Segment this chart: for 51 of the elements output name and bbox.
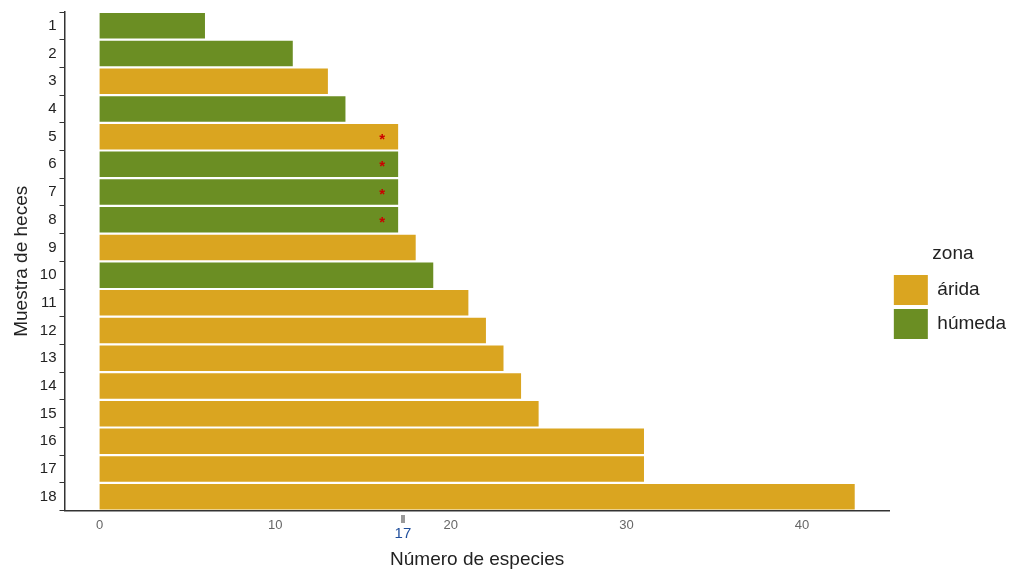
y-tick-label: 17 [39, 459, 57, 477]
y-tick-label: 6 [48, 154, 57, 172]
bar [99, 151, 399, 178]
data-label: * [379, 212, 386, 230]
bar [99, 179, 399, 205]
x-tick-label: 40 [794, 516, 810, 532]
y-tick-label: 16 [39, 431, 57, 449]
bar [99, 290, 469, 316]
bar [99, 96, 346, 122]
bar [99, 13, 205, 39]
bar [99, 428, 644, 455]
y-tick-label: 11 [40, 292, 57, 310]
bar [99, 40, 293, 67]
y-tick-label: 5 [48, 126, 57, 144]
bar [99, 317, 486, 344]
y-tick-label: 13 [39, 348, 57, 366]
bar [99, 456, 644, 482]
y-tick-label: 12 [39, 320, 57, 338]
legend-title: zona [932, 241, 974, 263]
y-tick-label: 9 [48, 237, 57, 255]
bar [99, 345, 504, 371]
text: 17 [394, 524, 412, 542]
legend-label: húmeda [937, 312, 1007, 334]
y-tick-label: 15 [39, 403, 57, 421]
bar [99, 207, 399, 233]
bar [99, 484, 855, 510]
data-label: * [379, 185, 386, 203]
x-tick-label: 10 [267, 516, 283, 532]
y-tick-label: 3 [48, 71, 57, 89]
data-label: * [379, 129, 386, 147]
x-tick-label: 20 [443, 516, 459, 532]
x-tick-label: 30 [619, 516, 634, 532]
bar [99, 373, 522, 399]
bar [99, 123, 399, 150]
x-axis-title: Número de especies [390, 547, 565, 569]
y-axis-title: Muestra de heces [9, 185, 31, 337]
bar [99, 262, 434, 288]
y-tick-label: 4 [48, 99, 57, 117]
y-tick-label: 18 [39, 486, 57, 504]
bar [99, 68, 328, 94]
bar [99, 400, 539, 427]
y-tick-label: 7 [48, 182, 57, 200]
y-tick-label: 10 [39, 265, 57, 283]
bar [99, 234, 416, 261]
y-tick-label: 8 [48, 209, 57, 227]
y-tick-label: 14 [39, 376, 57, 394]
x-tick-label: 0 [95, 516, 104, 532]
y-tick-label: 2 [48, 43, 57, 61]
data-label: * [379, 157, 386, 175]
y-tick-label: 1 [48, 15, 57, 33]
legend-label: árida [937, 278, 981, 300]
